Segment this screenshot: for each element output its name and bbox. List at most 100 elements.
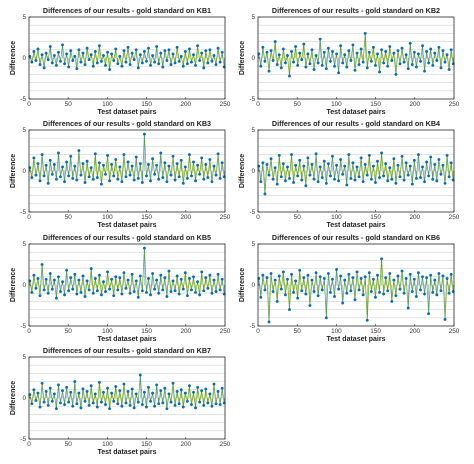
data-point bbox=[65, 385, 69, 389]
data-point bbox=[378, 290, 381, 294]
data-point bbox=[50, 172, 54, 176]
data-point bbox=[412, 50, 416, 54]
data-point bbox=[394, 294, 398, 298]
data-point bbox=[157, 177, 161, 181]
data-point bbox=[208, 158, 212, 161]
data-point bbox=[179, 54, 183, 58]
data-point bbox=[151, 157, 155, 161]
data-point bbox=[147, 46, 150, 50]
data-point bbox=[283, 293, 287, 297]
data-point bbox=[185, 399, 189, 403]
data-point bbox=[65, 160, 69, 164]
data-point bbox=[69, 276, 73, 280]
data-point bbox=[83, 295, 87, 298]
data-point bbox=[194, 406, 198, 410]
data-point bbox=[114, 275, 118, 279]
data-point bbox=[116, 177, 120, 181]
data-point bbox=[441, 274, 445, 278]
data-point bbox=[367, 271, 371, 275]
data-point bbox=[67, 174, 71, 178]
data-point bbox=[194, 63, 198, 67]
data-point bbox=[128, 291, 132, 295]
data-point bbox=[331, 154, 334, 158]
data-point bbox=[108, 68, 112, 71]
data-point bbox=[40, 153, 44, 157]
series-line bbox=[29, 248, 225, 299]
series-line bbox=[258, 152, 454, 194]
data-point bbox=[265, 276, 269, 280]
data-point bbox=[177, 175, 181, 179]
data-point bbox=[155, 278, 159, 282]
data-point bbox=[122, 49, 126, 53]
data-point bbox=[443, 317, 447, 321]
data-point bbox=[181, 405, 185, 409]
data-point bbox=[421, 275, 424, 279]
data-point bbox=[390, 299, 394, 303]
data-point bbox=[42, 288, 46, 292]
data-point bbox=[441, 49, 445, 53]
data-point bbox=[99, 400, 103, 404]
data-point bbox=[48, 158, 52, 162]
data-point bbox=[365, 173, 369, 177]
data-point bbox=[324, 67, 328, 71]
data-point bbox=[398, 62, 402, 66]
data-point bbox=[138, 162, 142, 166]
data-point bbox=[267, 173, 271, 177]
data-point bbox=[171, 154, 175, 158]
data-point bbox=[437, 45, 441, 49]
data-point bbox=[279, 175, 283, 179]
data-point bbox=[412, 158, 416, 162]
data-point bbox=[298, 51, 302, 55]
data-point bbox=[42, 66, 46, 70]
data-point bbox=[52, 54, 56, 57]
data-point bbox=[373, 295, 377, 299]
x-tick-label: 100 bbox=[331, 214, 342, 221]
data-point bbox=[371, 45, 375, 49]
data-point bbox=[404, 161, 408, 165]
data-point bbox=[429, 47, 433, 51]
data-point bbox=[359, 276, 363, 280]
data-point bbox=[112, 399, 116, 403]
data-point bbox=[46, 291, 50, 295]
data-point bbox=[153, 404, 157, 408]
series-line bbox=[29, 134, 225, 185]
data-point bbox=[187, 153, 191, 157]
data-point bbox=[414, 176, 418, 180]
data-point bbox=[153, 287, 157, 291]
x-tick-label: 250 bbox=[449, 101, 460, 108]
data-point bbox=[163, 161, 167, 165]
data-point bbox=[378, 176, 381, 180]
x-tick-label: 0 bbox=[27, 441, 31, 448]
data-point bbox=[214, 402, 218, 406]
data-point bbox=[326, 46, 330, 50]
data-point bbox=[410, 63, 414, 67]
data-point bbox=[173, 61, 177, 65]
y-axis-label: Difference bbox=[10, 154, 17, 188]
data-point bbox=[396, 274, 400, 278]
data-point bbox=[56, 50, 60, 54]
data-point bbox=[144, 59, 148, 63]
chart-title: Differences of our results - gold standa… bbox=[43, 6, 211, 15]
data-point bbox=[204, 276, 208, 280]
data-point bbox=[402, 178, 406, 182]
data-point bbox=[337, 287, 341, 291]
data-point bbox=[104, 63, 107, 67]
data-point bbox=[271, 59, 275, 62]
y-axis-label: Difference bbox=[10, 381, 17, 415]
data-point bbox=[167, 269, 171, 273]
data-point bbox=[120, 292, 124, 296]
x-axis-label: Test dataset pairs bbox=[97, 109, 156, 116]
y-tick-label: -5 bbox=[20, 323, 26, 330]
data-point bbox=[277, 53, 281, 57]
data-point bbox=[112, 174, 116, 178]
data-point bbox=[216, 272, 220, 276]
data-point bbox=[443, 60, 447, 64]
data-point bbox=[126, 45, 130, 49]
data-point bbox=[128, 63, 132, 67]
data-point bbox=[433, 162, 437, 166]
data-point bbox=[46, 181, 50, 185]
data-point bbox=[190, 174, 193, 178]
data-point bbox=[269, 49, 273, 53]
